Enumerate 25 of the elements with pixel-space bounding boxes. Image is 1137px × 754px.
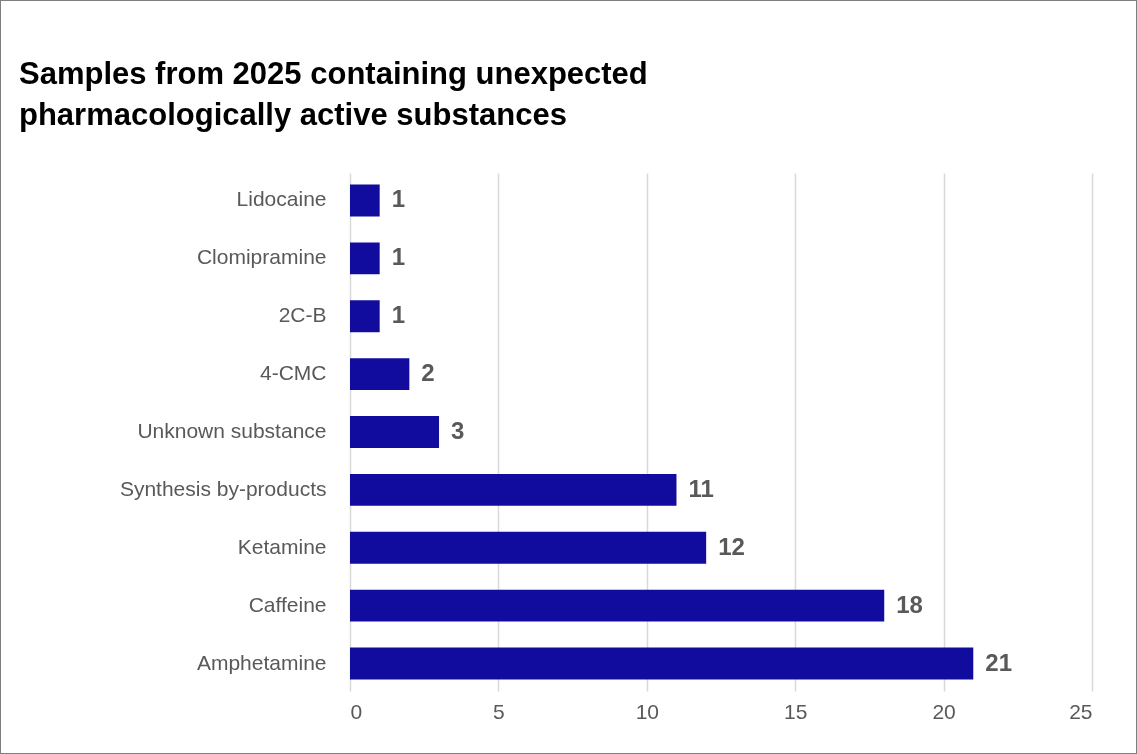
y-tick-label: Clomipramine bbox=[196, 245, 327, 269]
x-tick-label: 15 bbox=[784, 699, 808, 723]
data-label: 3 bbox=[451, 417, 465, 444]
chart-title: Samples from 2025 containing unexpected pharmacologically active substances bbox=[19, 55, 649, 134]
y-tick-label: Lidocaine bbox=[236, 187, 327, 211]
y-tick-label: 4-CMC bbox=[260, 361, 327, 385]
y-tick-label: Unknown substance bbox=[137, 419, 327, 442]
data-label: 1 bbox=[391, 243, 406, 271]
data-label: 18 bbox=[896, 590, 923, 618]
data-label: 11 bbox=[688, 474, 714, 502]
y-tick-label: Amphetamine bbox=[196, 650, 327, 674]
data-label: 2 bbox=[421, 359, 435, 387]
data-label: 21 bbox=[985, 648, 1012, 676]
x-tick-label: 25 bbox=[1069, 699, 1093, 723]
y-tick-label: Synthesis by-products bbox=[119, 476, 327, 500]
y-tick-label: Ketamine bbox=[237, 534, 327, 558]
data-label: 1 bbox=[391, 185, 406, 213]
x-tick-label: 5 bbox=[493, 699, 505, 723]
data-label: 1 bbox=[391, 301, 406, 329]
x-tick-label: 0 bbox=[350, 699, 363, 723]
data-label: 12 bbox=[718, 532, 745, 560]
x-tick-label: 20 bbox=[932, 699, 956, 723]
y-tick-label: 2C-B bbox=[278, 303, 327, 327]
x-tick-label: 10 bbox=[635, 699, 659, 723]
y-tick-label: Caffeine bbox=[248, 592, 327, 616]
